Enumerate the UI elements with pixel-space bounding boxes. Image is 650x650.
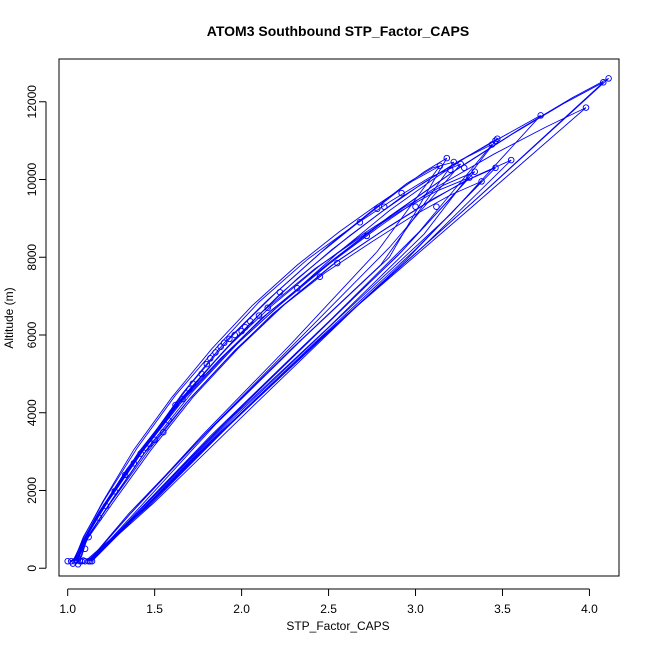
data-point <box>276 288 284 296</box>
data-point <box>95 514 103 521</box>
data-point <box>64 557 71 565</box>
y-tick-label: 10000 <box>25 162 39 196</box>
data-point <box>334 259 341 267</box>
data-point <box>374 205 381 212</box>
x-axis-label: STP_Factor_CAPS <box>286 619 389 633</box>
profile-line-2-ascent <box>89 157 448 562</box>
data-point <box>488 141 496 148</box>
y-tick-label: 4000 <box>25 399 39 426</box>
data-point <box>316 273 324 280</box>
data-point <box>203 360 211 368</box>
y-axis-label: Altitude (m) <box>2 287 16 348</box>
profile-lines <box>69 78 609 565</box>
y-tick-label: 0 <box>25 565 39 572</box>
data-point <box>186 386 193 393</box>
plot-frame <box>58 58 620 577</box>
data-point <box>160 428 167 436</box>
data-point <box>447 166 454 174</box>
data-point <box>605 75 612 82</box>
x-tick-label: 3.5 <box>494 602 511 616</box>
data-point <box>217 343 224 350</box>
y-tick-label: 6000 <box>25 321 39 348</box>
data-point <box>466 174 473 181</box>
x-tick-label: 4.0 <box>581 602 598 616</box>
data-point <box>198 370 205 378</box>
x-axis: 1.0 1.5 2.0 2.5 3.0 3.5 4.0 <box>59 588 598 616</box>
data-point <box>478 178 485 185</box>
data-point <box>85 533 92 541</box>
data-point <box>87 557 94 565</box>
data-point <box>231 331 238 339</box>
data-point <box>247 318 254 325</box>
data-point <box>492 137 499 144</box>
profile-line-9-descent <box>69 167 496 562</box>
x-tick-label: 2.5 <box>320 602 337 616</box>
data-point <box>220 339 228 347</box>
data-point <box>207 355 214 362</box>
x-tick-label: 1.5 <box>146 602 163 616</box>
data-point <box>146 440 153 448</box>
data-point <box>436 162 444 170</box>
profile-line-13-ascent <box>88 165 441 562</box>
profile-line-10-ascent <box>91 181 482 562</box>
data-points <box>64 75 612 568</box>
y-tick-label: 12000 <box>25 85 39 119</box>
data-point <box>433 203 440 210</box>
data-point <box>264 304 271 312</box>
data-point <box>189 380 197 387</box>
data-point <box>151 436 158 444</box>
data-point <box>412 203 419 210</box>
data-point <box>212 349 219 356</box>
data-point <box>507 156 515 164</box>
y-axis: 0 2000 4000 6000 8000 10000 12000 <box>25 85 47 572</box>
data-point <box>460 164 468 172</box>
profile-line-15-ascent <box>89 144 493 562</box>
data-point <box>88 557 96 565</box>
profile-line-13-descent <box>69 165 441 562</box>
chart-title: ATOM3 Southbound STP_Factor_CAPS <box>207 23 469 39</box>
data-point <box>255 312 263 319</box>
data-point <box>74 561 82 568</box>
data-point <box>450 158 458 166</box>
data-point <box>600 79 607 86</box>
data-point <box>130 460 138 467</box>
y-tick-label: 8000 <box>25 244 39 271</box>
data-point <box>537 112 544 119</box>
data-point <box>398 189 405 197</box>
data-point <box>76 557 84 565</box>
data-point <box>380 203 388 210</box>
data-point <box>294 285 301 292</box>
data-point <box>111 488 118 495</box>
profile-line-1-ascent <box>88 161 455 562</box>
data-point <box>457 160 464 168</box>
x-tick-label: 1.0 <box>59 602 76 616</box>
x-tick-label: 2.0 <box>233 602 250 616</box>
data-point <box>443 154 451 162</box>
data-point <box>356 219 364 226</box>
data-point <box>80 557 87 564</box>
data-point <box>492 164 499 172</box>
y-tick-label: 2000 <box>25 477 39 504</box>
data-point <box>471 168 478 175</box>
data-point <box>137 450 144 457</box>
data-point <box>102 502 110 510</box>
data-point <box>81 545 89 553</box>
data-point <box>142 444 150 451</box>
data-point <box>226 335 233 343</box>
data-point <box>241 323 249 331</box>
data-point <box>494 135 501 142</box>
x-tick-label: 3.0 <box>407 602 424 616</box>
data-point <box>238 327 245 335</box>
data-point <box>179 395 186 403</box>
data-point <box>121 471 129 479</box>
data-point <box>165 417 172 424</box>
data-point <box>363 232 371 240</box>
data-point <box>172 401 179 409</box>
data-point <box>582 104 590 111</box>
